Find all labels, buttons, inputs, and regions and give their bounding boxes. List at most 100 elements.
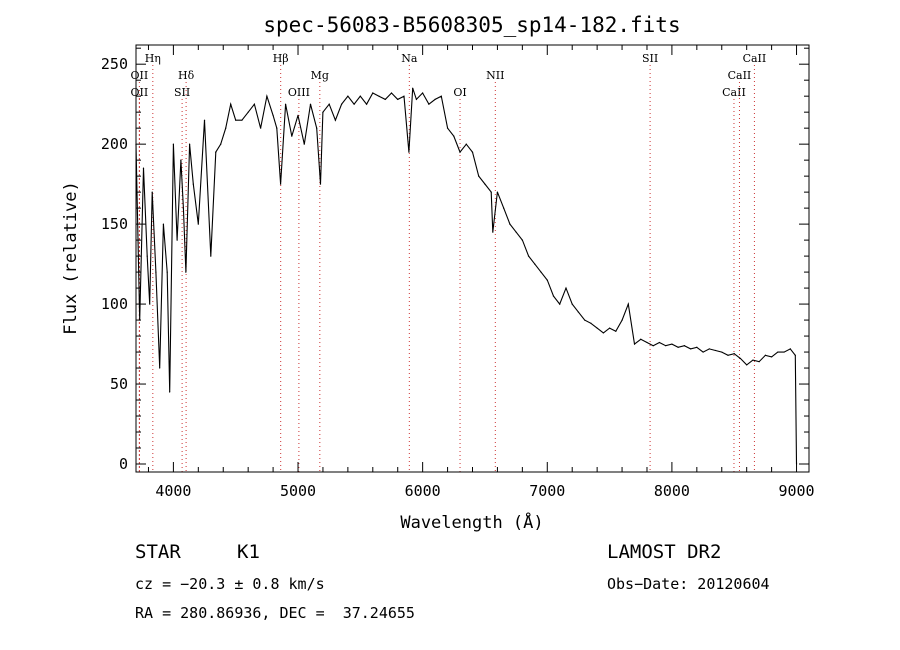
data-point-89: [608, 327, 611, 329]
data-point-19: [203, 119, 206, 121]
y-axis-label: Flux (relative): [61, 181, 81, 335]
data-point-77: [534, 263, 536, 265]
x-tick-label-3: 7000: [529, 482, 565, 500]
chart-title: spec-56083-B5608305_sp14-182.fits: [263, 13, 680, 37]
data-point-57: [415, 98, 418, 100]
y-tick-label-4: 200: [101, 135, 128, 153]
x-axis-label: Wavelength (Å): [400, 511, 543, 533]
data-point-113: [758, 361, 760, 363]
line-marker-label-13: CaII: [728, 69, 752, 82]
y-tick-label-2: 100: [101, 295, 128, 313]
data-point-85: [584, 319, 586, 321]
data-point-117: [783, 351, 785, 353]
data-point-119: [794, 354, 796, 356]
data-point-8: [162, 223, 165, 225]
data-point-46: [353, 103, 355, 105]
data-point-16: [188, 143, 191, 145]
obs-date-label: Obs−Date: 20120604: [607, 575, 770, 593]
data-point-56: [412, 87, 414, 89]
data-point-97: [658, 341, 661, 344]
x-tick-label-1: 5000: [280, 482, 316, 500]
data-point-80: [552, 295, 555, 297]
class-label: STAR: [135, 541, 181, 563]
data-point-38: [309, 103, 312, 105]
data-point-43: [334, 119, 337, 121]
data-point-63: [453, 135, 455, 137]
data-point-100: [677, 346, 679, 348]
data-point-99: [671, 343, 673, 345]
data-point-115: [771, 356, 773, 358]
data-point-68: [484, 183, 486, 185]
data-point-78: [540, 271, 542, 273]
line-marker-label-3: SII: [174, 86, 190, 99]
data-point-7: [159, 367, 161, 369]
data-point-49: [372, 92, 374, 94]
line-marker-label-2: Hη: [145, 52, 161, 65]
data-point-72: [503, 207, 505, 209]
data-point-13: [180, 159, 182, 161]
subclass-label: K1: [237, 541, 260, 563]
data-point-24: [230, 103, 232, 105]
line-marker-label-10: NII: [486, 69, 504, 82]
data-point-14: [182, 207, 184, 209]
data-point-111: [746, 364, 748, 366]
data-point-6: [155, 271, 157, 273]
y-axis-ticks: 0 50 100 150 200 250: [101, 47, 809, 473]
data-point-101: [683, 345, 685, 347]
plot-frame: [135, 44, 810, 473]
coordinates-label: RA = 280.86936, DEC = 37.24655: [135, 604, 415, 622]
line-marker-label-11: SII: [642, 52, 658, 65]
data-point-10: [169, 391, 171, 393]
data-point-65: [465, 143, 467, 145]
data-point-92: [627, 303, 629, 305]
data-point-51: [384, 98, 386, 100]
line-marker-label-9: OI: [453, 86, 466, 99]
data-point-2: [142, 167, 145, 169]
line-marker-label-6: OIII: [288, 86, 310, 99]
data-point-75: [521, 239, 523, 241]
data-point-20: [210, 255, 212, 257]
data-point-102: [690, 348, 692, 350]
data-point-61: [440, 95, 442, 97]
data-point-84: [577, 311, 580, 313]
x-tick-label-5: 9000: [778, 482, 814, 500]
data-point-90: [615, 330, 617, 332]
data-point-30: [266, 95, 268, 97]
data-point-87: [596, 327, 598, 329]
line-marker-label-8: Na: [401, 52, 418, 65]
data-point-4: [149, 303, 151, 305]
data-point-59: [428, 103, 430, 105]
data-point-41: [322, 111, 324, 113]
data-point-96: [652, 345, 654, 347]
data-point-21: [215, 151, 217, 153]
line-marker-label-12: CaII: [722, 86, 746, 99]
data-point-37: [303, 143, 305, 145]
y-tick-label-5: 250: [101, 55, 128, 73]
data-point-83: [571, 303, 573, 305]
line-marker-label-7: Mg: [311, 69, 329, 82]
data-point-88: [602, 332, 604, 334]
data-point-64: [459, 151, 461, 153]
data-point-17: [192, 183, 194, 185]
data-point-55: [408, 151, 410, 153]
data-point-32: [276, 127, 278, 129]
data-point-62: [446, 127, 449, 129]
data-point-42: [328, 103, 330, 105]
x-axis-ticks: 4000 5000 6000 7000 8000 9000: [147, 45, 815, 500]
data-point-58: [422, 92, 424, 94]
data-point-31: [272, 114, 274, 116]
data-point-91: [621, 319, 623, 321]
line-marker-label-5: Hβ: [273, 52, 289, 65]
line-marker-label-0: OII: [131, 69, 149, 82]
data-point-98: [665, 345, 667, 347]
y-tick-label-3: 150: [101, 215, 128, 233]
data-point-22: [220, 143, 222, 145]
data-point-5: [151, 191, 153, 193]
data-point-9: [166, 271, 168, 273]
redshift-label: cz = −20.3 ± 0.8 km/s: [135, 575, 325, 593]
x-tick-label-4: 8000: [654, 482, 690, 500]
data-point-116: [777, 351, 779, 353]
data-point-45: [347, 95, 349, 97]
line-marker-label-4: Hδ: [178, 69, 195, 82]
